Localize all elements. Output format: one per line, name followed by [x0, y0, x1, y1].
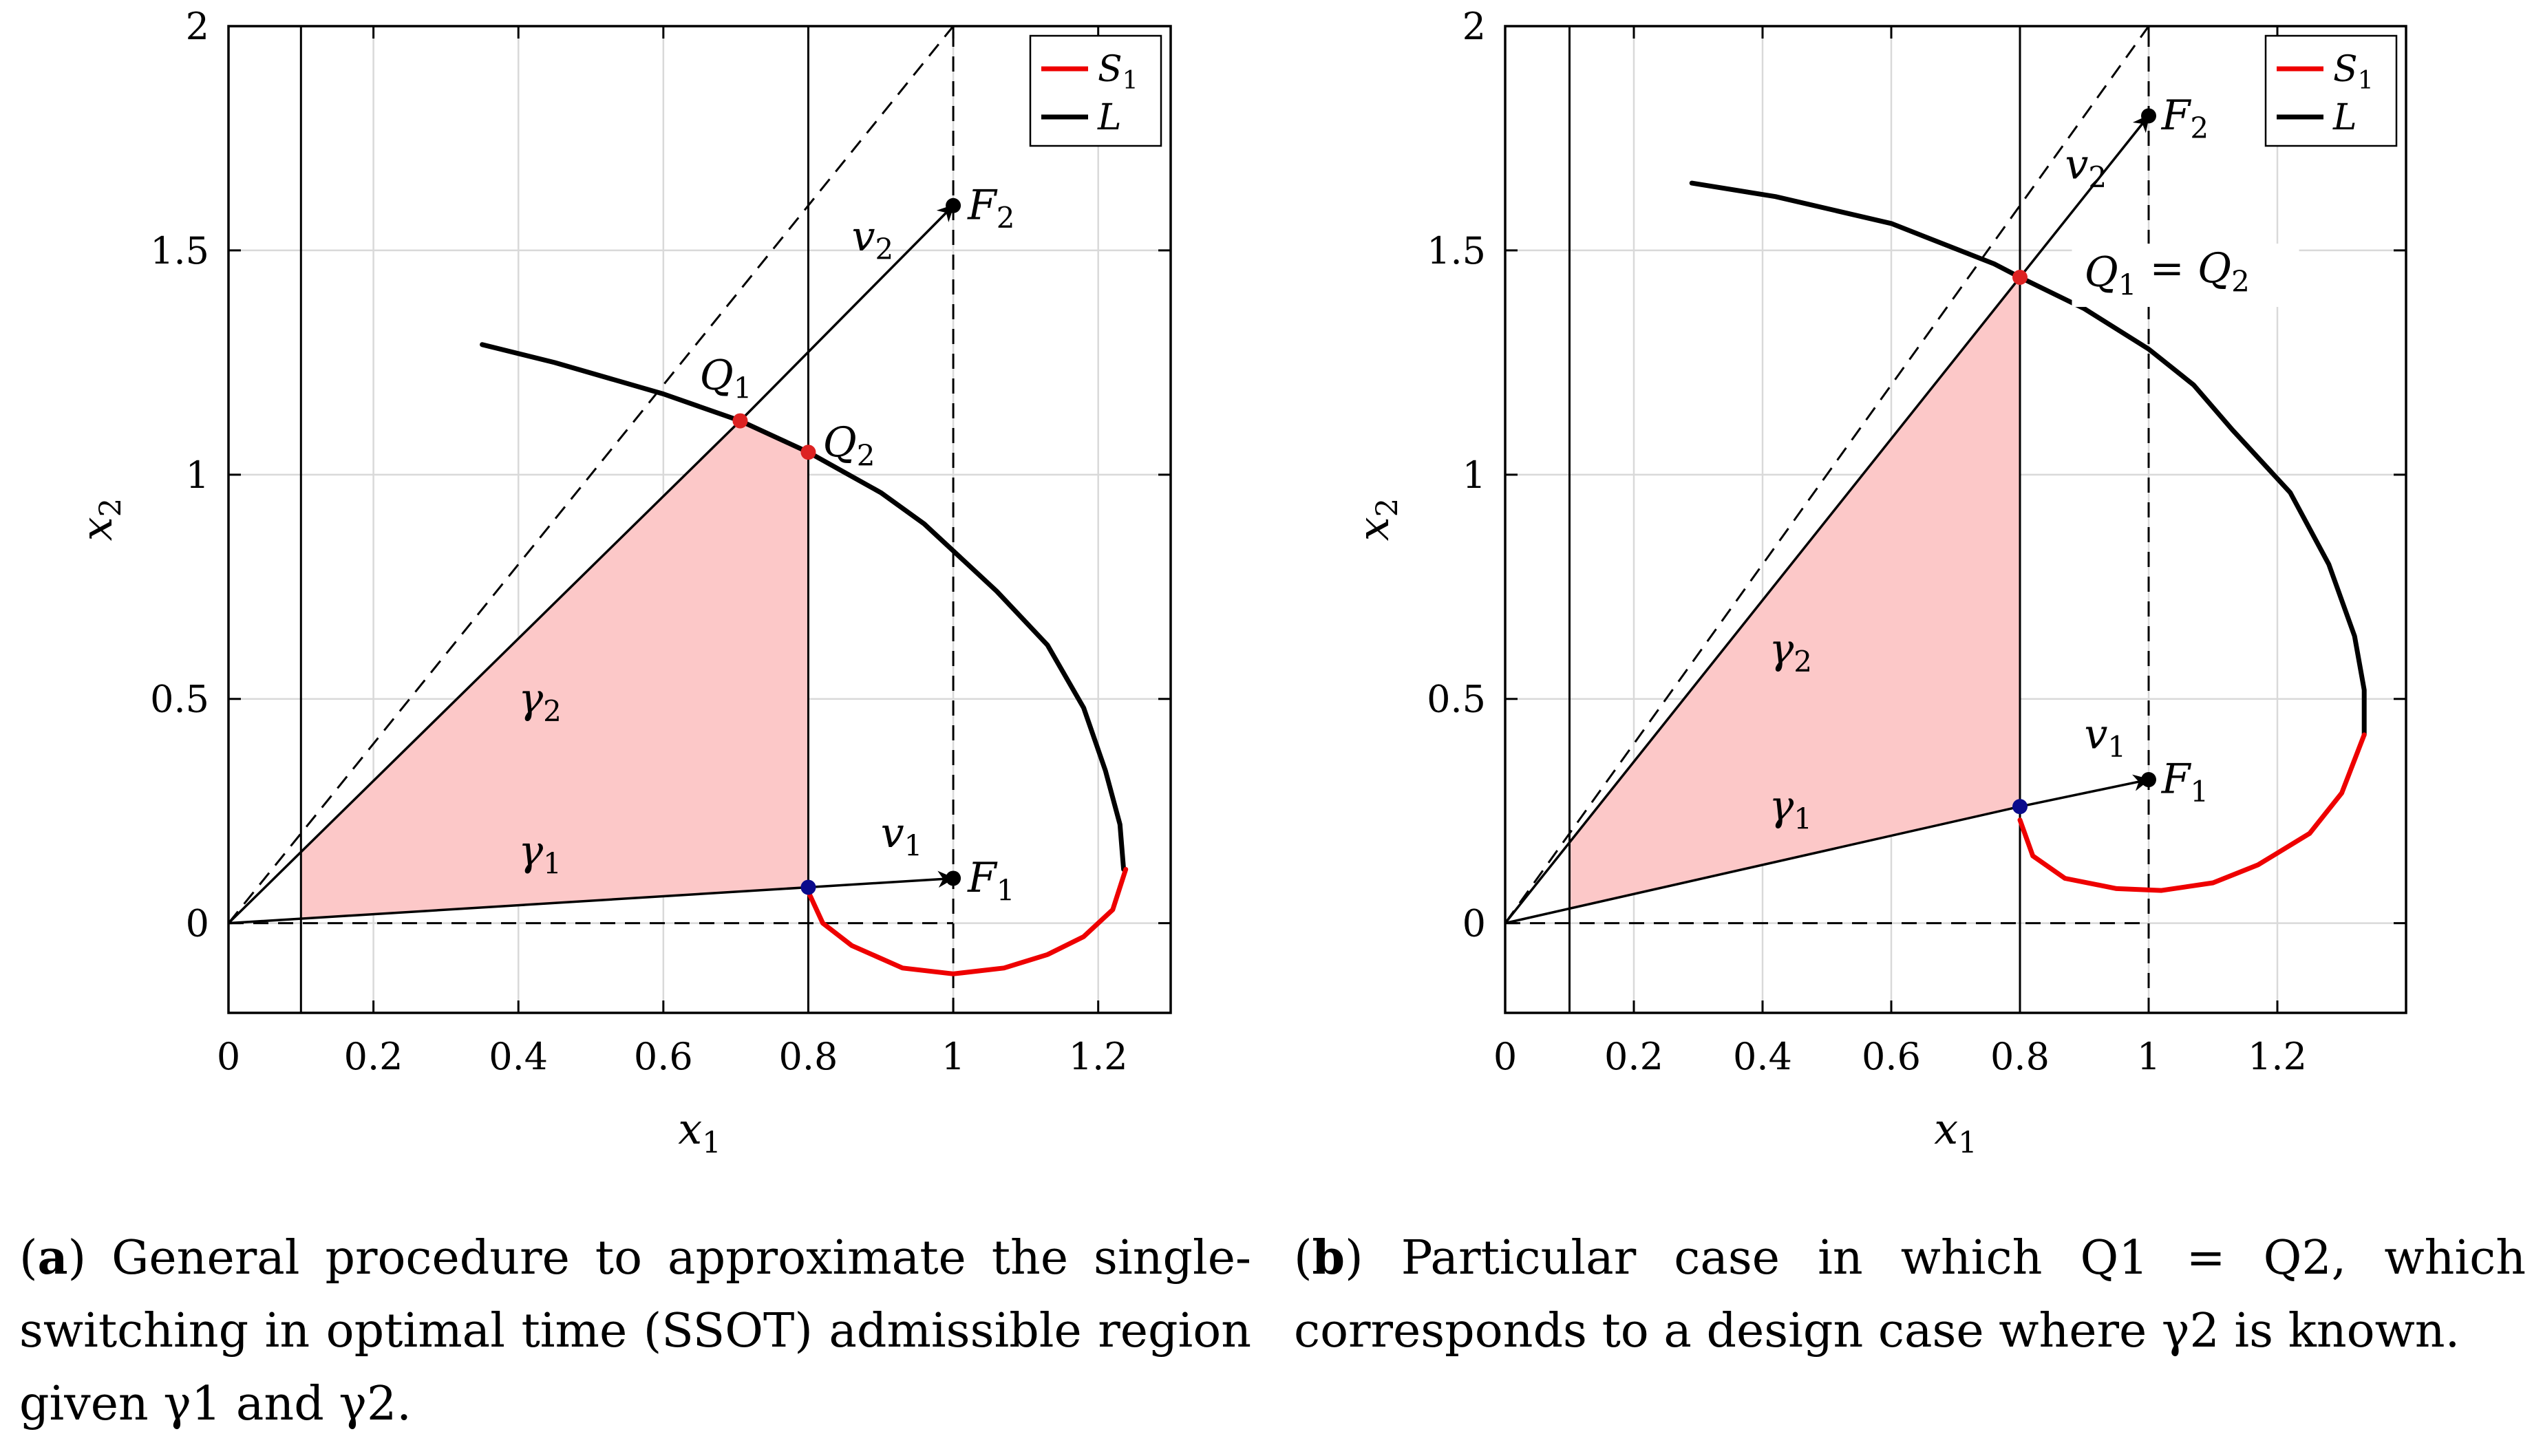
- annotation-v2: v2​: [852, 213, 894, 266]
- legend-label-s1: S1​: [2333, 49, 2374, 95]
- point-marker: [946, 870, 961, 886]
- y-tick-label: 0: [186, 902, 209, 945]
- annotation--1: γ1​: [518, 827, 562, 881]
- admissible-region: [301, 420, 809, 919]
- ray-line: [228, 886, 809, 925]
- ray-line: [1504, 805, 2021, 925]
- annotation--1: γ1​: [1769, 782, 1812, 836]
- x-tick-label: 0.8: [779, 1035, 838, 1078]
- dashed-guide: [227, 25, 955, 924]
- legend-label-s1: S1​: [1098, 49, 1138, 95]
- vector-arrow: [2019, 774, 2151, 808]
- y-axis-label: x2​: [1348, 498, 1405, 542]
- annotation-f2: F2​: [967, 181, 1014, 235]
- x-tick-label: 0.2: [1604, 1035, 1663, 1078]
- x-tick-label: 0.4: [489, 1035, 548, 1078]
- vector-arrow: [808, 870, 955, 889]
- caption-a-text: General procedure to approximate the sin…: [19, 1231, 1251, 1431]
- x-tick-label: 1: [2137, 1035, 2160, 1078]
- point-marker: [946, 197, 961, 213]
- series-S1-curve: [2017, 732, 2367, 893]
- ray-line: [227, 420, 741, 924]
- x-tick-label: 0: [1493, 1035, 1517, 1078]
- x-tick-label: 0.6: [1862, 1035, 1921, 1078]
- point-marker: [2141, 108, 2156, 124]
- annotation-v1: v1​: [881, 809, 923, 863]
- point-marker: [2012, 270, 2028, 286]
- x-tick-label: 0.2: [344, 1035, 403, 1078]
- y-axis-label: x2​: [72, 498, 128, 542]
- caption-b-text: Particular case in which Q1 = Q2, which …: [1294, 1231, 2526, 1358]
- annotation-f1: F1​: [2161, 756, 2209, 809]
- vector-arrow: [739, 204, 955, 422]
- legend-box: [2264, 34, 2398, 147]
- vector-arrow: [2019, 114, 2150, 279]
- point-marker: [2012, 799, 2028, 815]
- caption-a: (a) General procedure to approximate the…: [19, 1230, 1251, 1431]
- x-tick-label: 0.6: [634, 1035, 693, 1078]
- x-tick-label: 1.2: [2248, 1035, 2307, 1078]
- y-tick-label: 2: [186, 5, 209, 48]
- y-tick-label: 0: [1462, 902, 1486, 945]
- annotation-v1: v1​: [2085, 710, 2127, 764]
- series-L-curve: [480, 342, 1127, 872]
- point-marker: [800, 879, 816, 895]
- axes-box: [227, 25, 1172, 1014]
- caption-b-tag: b: [1312, 1230, 1345, 1285]
- legend-box: [1029, 34, 1162, 147]
- y-tick-label: 0.5: [150, 678, 209, 721]
- annotation-f1: F1​: [967, 854, 1014, 908]
- admissible-region: [1569, 277, 2020, 910]
- annotation-q1: Q1​: [700, 352, 752, 405]
- y-tick-label: 0.5: [1427, 678, 1486, 721]
- point-marker: [732, 413, 748, 429]
- point-marker: [800, 445, 816, 460]
- legend-label-l: L: [2332, 97, 2357, 138]
- annotation--2: γ2​: [1769, 625, 1812, 679]
- annotation--2: γ2​: [518, 674, 562, 728]
- x-tick-label: 1: [941, 1035, 965, 1078]
- ray-line: [1504, 276, 2021, 924]
- annotation-q2: Q2​: [823, 419, 875, 473]
- legend-label-l: L: [1097, 97, 1122, 138]
- chart-panel-b: 0 0.2 0.4 0.6 0.8 1 1.2 0 0.5 1 1.5 2 x1​ x2​ Q1​ = Q2…: [1348, 5, 2407, 1160]
- y-tick-label: 1.5: [150, 229, 209, 272]
- x-axis-label: x1​: [1934, 1104, 1977, 1160]
- x-axis-label: x1​: [678, 1104, 721, 1160]
- y-tick-label: 1: [1462, 453, 1486, 497]
- dashed-guide: [1504, 25, 2150, 924]
- x-tick-label: 0.8: [1990, 1035, 2050, 1078]
- axes-box: [1504, 25, 2407, 1014]
- y-tick-label: 1.5: [1427, 229, 1486, 272]
- y-tick-label: 1: [186, 453, 209, 497]
- x-tick-label: 0.4: [1733, 1035, 1792, 1078]
- series-L-curve: [1689, 180, 2367, 738]
- caption-b: (b) Particular case in which Q1 = Q2, wh…: [1294, 1230, 2526, 1358]
- series-S1-curve: [806, 866, 1129, 976]
- annotation-v2: v2​: [2065, 141, 2107, 195]
- annotation-box: [2072, 244, 2299, 308]
- x-tick-label: 1.2: [1069, 1035, 1128, 1078]
- caption-a-tag: a: [37, 1230, 68, 1285]
- y-tick-label: 2: [1462, 5, 1486, 48]
- point-marker: [2141, 772, 2156, 788]
- x-tick-label: 0: [217, 1035, 240, 1078]
- annotation-q1-q2: Q1​ = Q2​: [2085, 245, 2250, 302]
- chart-panel-a: 0 0.2 0.4 0.6 0.8 1 1.2 0 0.5 1 1.5 2 x1​ x2​ Q1​ Q2​ F1…: [72, 5, 1172, 1160]
- annotation-f2: F2​: [2161, 92, 2209, 145]
